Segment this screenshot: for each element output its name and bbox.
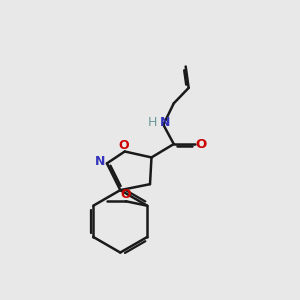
Text: N: N xyxy=(95,155,106,168)
Text: O: O xyxy=(196,138,207,151)
Text: O: O xyxy=(118,139,129,152)
Text: O: O xyxy=(121,188,131,201)
Text: H: H xyxy=(147,116,157,129)
Text: N: N xyxy=(160,116,170,129)
